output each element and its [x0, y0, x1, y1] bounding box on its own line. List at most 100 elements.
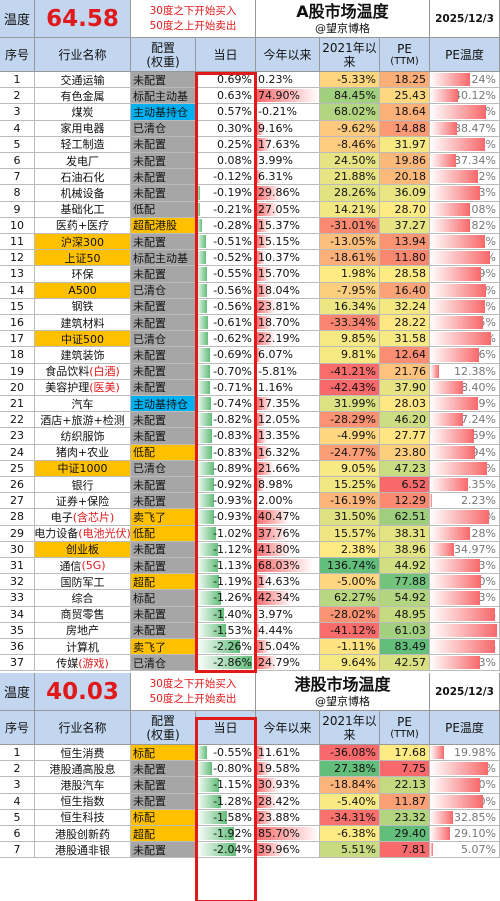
- pe-temperature: 12.38%: [430, 363, 500, 380]
- pe-ttm: 36.09: [380, 185, 430, 202]
- pe-temperature-bar: [430, 445, 475, 459]
- table-row: 4 恒生指数 未配置 -1.28% 28.42% -5.40%11.8777.20%: [0, 793, 500, 810]
- allocation-badge: 未配置: [131, 266, 196, 283]
- row-index: 3: [0, 104, 35, 121]
- ytd-change-bar: [256, 429, 268, 443]
- allocation-badge: 未配置: [131, 363, 196, 380]
- ytd-change-bar: [256, 267, 270, 281]
- today-change-value: -2.86%: [213, 656, 252, 670]
- allocation-badge: 已清仓: [131, 460, 196, 477]
- today-change-bar: [196, 542, 219, 556]
- pe-temperature-value: 38.47%: [454, 121, 496, 135]
- allocation-badge: 低配: [131, 525, 196, 542]
- table-row: 31通信(5G)未配置-1.13%68.03%136.74%44.9271.83…: [0, 558, 500, 575]
- industry-name-text: 中证500: [61, 332, 104, 346]
- pe-temperature-bar: [430, 623, 498, 637]
- allocation-badge: 未配置: [131, 777, 196, 794]
- since-2021-change: 68.02%: [320, 104, 380, 121]
- pe-ttm: 62.51: [380, 509, 430, 526]
- header-index: 序号: [0, 711, 35, 745]
- row-index: 4: [0, 120, 35, 137]
- title-block: 温度 64.58 30度之下开始买入 50度之上开始卖出 A股市场温度 @望京博…: [0, 0, 500, 38]
- ytd-change-bar: [256, 607, 260, 621]
- ytd-change-bar: [256, 218, 269, 232]
- ytd-change-bar: [256, 623, 260, 637]
- ytd-change: 30.93%: [256, 777, 320, 794]
- today-change-bar: [196, 794, 222, 808]
- ytd-change: 10.37%: [256, 250, 320, 267]
- pe-temperature-value: 32.85%: [454, 810, 496, 824]
- market-title: 港股市场温度 @望京博格: [256, 673, 430, 711]
- header-pe: PE (TTM): [380, 38, 430, 72]
- since-2021-change: 21.88%: [320, 169, 380, 186]
- allocation-badge: 未配置: [131, 558, 196, 575]
- row-index: 30: [0, 541, 35, 558]
- ytd-change-value: 22.19%: [258, 332, 300, 346]
- industry-name-text: 家用电器: [60, 122, 105, 136]
- pe-temperature: 81.43%: [430, 282, 500, 299]
- pe-ttm: 25.43: [380, 88, 430, 105]
- allocation-badge: 标配: [131, 590, 196, 607]
- ytd-change-value: 18.04%: [258, 283, 300, 297]
- since-2021-change: 5.51%: [320, 842, 380, 859]
- header-allocation-bottom: (权重): [146, 54, 180, 69]
- industry-name: 港股通高股息: [35, 761, 131, 778]
- pe-temperature: 63.69%: [430, 428, 500, 445]
- pe-temperature-bar: [430, 413, 463, 427]
- table-row: 19 食品饮料 (白酒) 未配置 -0.70% -5.81% -41.21% 21.76 12.…: [0, 363, 500, 380]
- industry-name-text: 基础化工: [60, 203, 105, 217]
- pe-ttm: 22.13: [380, 777, 430, 794]
- today-change-value: -1.13%: [213, 559, 252, 573]
- today-change: -0.28%: [196, 217, 256, 234]
- pe-ttm: 28.58: [380, 266, 430, 283]
- ytd-change: 8.98%: [256, 477, 320, 494]
- today-change-value: -0.56%: [213, 299, 252, 313]
- industry-name-highlight: (医美): [89, 381, 120, 395]
- industry-name-text: 美容护理: [45, 381, 90, 395]
- allocation-badge: 未配置: [131, 136, 196, 153]
- pe-temperature-bar: [430, 827, 451, 841]
- pe-ttm: 47.23: [380, 460, 430, 477]
- today-change: -0.74%: [196, 396, 256, 413]
- today-change: -0.80%: [196, 761, 256, 778]
- pe-temperature: 2.23%: [430, 493, 500, 510]
- allocation-badge: 标配: [131, 745, 196, 762]
- pe-temperature-bar: [430, 186, 481, 200]
- ytd-change: 4.44%: [256, 622, 320, 639]
- pe-temperature: 86.22%: [430, 509, 500, 526]
- industry-name-text: 港股汽车: [60, 778, 105, 792]
- ytd-change-bar: [256, 827, 319, 841]
- allocation-badge: 未配置: [131, 622, 196, 639]
- pe-temperature-bar: [430, 364, 439, 378]
- pe-temperature-bar: [430, 348, 480, 362]
- table-row: 25 中证1000 已清仓 -0.89% 21.66% 9.05%47.2382.14%: [0, 460, 500, 477]
- industry-name: 汽车: [35, 396, 131, 413]
- pe-temperature: 40.12%: [430, 88, 500, 105]
- ytd-change-bar: [256, 299, 277, 313]
- industry-name: 银行: [35, 477, 131, 494]
- table-row: 21 汽车 主动基持仓 -0.74% 17.35% 31.99%28.0368.99%: [0, 396, 500, 413]
- pe-temperature-bar: [430, 202, 471, 216]
- ytd-change: 85.70%: [256, 826, 320, 843]
- ytd-change-bar: [256, 478, 264, 492]
- pe-temperature-bar: [430, 380, 464, 394]
- ytd-change: 14.63%: [256, 574, 320, 591]
- pe-ttm: 12.29: [380, 493, 430, 510]
- pe-ttm: 61.03: [380, 622, 430, 639]
- table-header: 序号 行业名称 配置 (权重) 当日 今年以来 2021年以 来 PE (TTM…: [0, 38, 500, 72]
- ytd-change: 9.16%: [256, 120, 320, 137]
- pe-ttm: 42.57: [380, 655, 430, 672]
- today-change-value: -0.21%: [213, 202, 252, 216]
- row-index: 20: [0, 379, 35, 396]
- ytd-change: 15.04%: [256, 639, 320, 656]
- allocation-badge: 未配置: [131, 169, 196, 186]
- pe-temperature-bar: [430, 283, 487, 297]
- industry-name: 国防军工: [35, 574, 131, 591]
- since-2021-change: 27.38%: [320, 761, 380, 778]
- ytd-change-value: 17.35%: [258, 397, 300, 411]
- strategy-rule: 30度之下开始买入 50度之上开始卖出: [131, 0, 256, 38]
- industry-name-text: 恒生指数: [60, 795, 105, 809]
- since-2021-change: -9.62%: [320, 120, 380, 137]
- rule-buy: 30度之下开始买入: [149, 677, 237, 690]
- pe-ttm: 31.97: [380, 136, 430, 153]
